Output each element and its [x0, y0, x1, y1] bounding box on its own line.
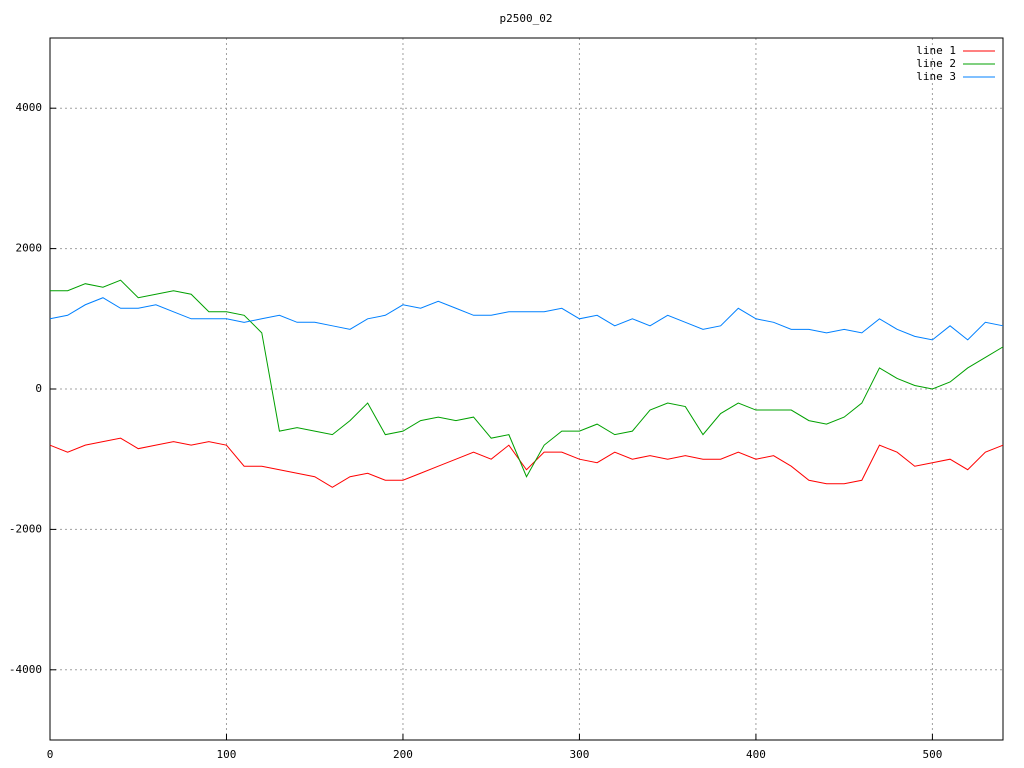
x-tick-label: 100	[217, 748, 237, 761]
x-tick-label: 200	[393, 748, 413, 761]
legend-label: line 3	[916, 70, 956, 83]
legend-label: line 1	[916, 44, 956, 57]
y-tick-label: 0	[35, 382, 42, 395]
plot-frame	[49, 37, 1004, 741]
data-line	[49, 437, 1004, 488]
x-tick-label: 0	[47, 748, 54, 761]
x-tick-label: 500	[922, 748, 942, 761]
x-tick-label: 300	[570, 748, 590, 761]
y-tick-label: -4000	[9, 663, 42, 676]
chart-title: p2500_02	[500, 12, 553, 25]
x-tick-label: 400	[746, 748, 766, 761]
data-line	[49, 297, 1004, 341]
data-line	[50, 279, 1004, 478]
y-tick-label: 4000	[16, 101, 43, 114]
y-tick-label: 2000	[16, 242, 43, 255]
y-tick-label: -2000	[9, 522, 42, 535]
legend-label: line 2	[916, 57, 956, 70]
